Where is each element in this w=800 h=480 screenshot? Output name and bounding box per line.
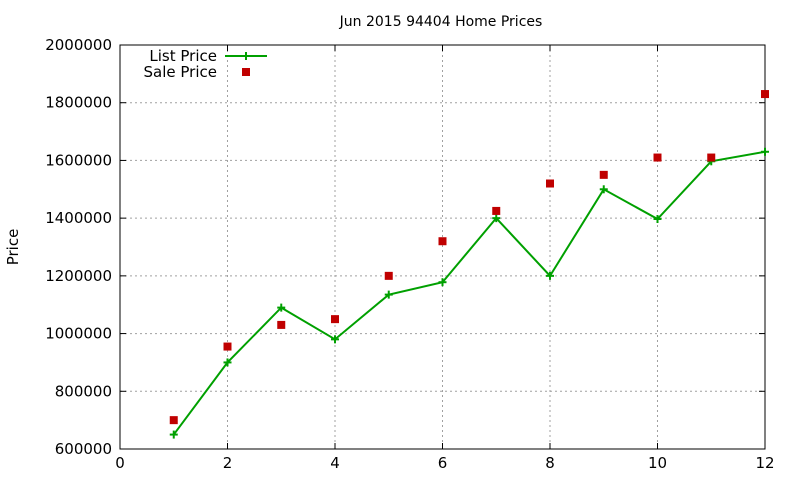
- y-tick-label: 1200000: [45, 267, 112, 285]
- sale-price-point: [761, 90, 769, 99]
- legend-marker-list-price: [242, 52, 250, 60]
- y-tick-label: 600000: [55, 440, 112, 458]
- legend-label-list-price: List Price: [149, 47, 217, 65]
- legend-label-sale-price: Sale Price: [144, 63, 217, 81]
- chart-title: Jun 2015 94404 Home Prices: [339, 14, 543, 30]
- list-price-point: [599, 185, 608, 194]
- y-tick-label: 1000000: [45, 325, 112, 343]
- list-price-point: [384, 290, 393, 299]
- y-axis-label: Price: [4, 229, 22, 266]
- list-price-point: [223, 358, 232, 367]
- y-tick-label: 1400000: [45, 209, 112, 227]
- list-price-line: [172, 150, 766, 436]
- x-tick-label: 0: [115, 454, 125, 472]
- y-tick-label: 1600000: [45, 151, 112, 169]
- y-tick-label: 800000: [55, 382, 112, 400]
- x-tick-label: 12: [755, 454, 774, 472]
- list-price-point: [277, 303, 286, 312]
- grid-layer: [120, 45, 765, 449]
- x-tick-label: 2: [223, 454, 233, 472]
- list-price-point: [169, 430, 178, 439]
- sale-price-point: [707, 153, 716, 162]
- x-tick-label: 10: [648, 454, 667, 472]
- sale-price-point: [599, 170, 608, 179]
- y-tick-label: 1800000: [45, 94, 112, 112]
- series-layer: [169, 90, 769, 439]
- legend-marker-sale-price: [242, 68, 250, 76]
- ticks-layer: 600000 800000 1000000 1200000 1400000 1600000…: [45, 36, 774, 472]
- sale-price-point: [384, 271, 393, 280]
- sale-price-point: [331, 315, 339, 324]
- plot-frame: [119, 44, 766, 450]
- sale-price-point: [223, 342, 232, 351]
- x-tick-label: 8: [545, 454, 555, 472]
- sale-price-point: [492, 206, 501, 215]
- list-price-point: [761, 147, 769, 156]
- sale-price-point: [438, 237, 447, 246]
- x-tick-label: 6: [438, 454, 448, 472]
- list-price-point: [438, 278, 447, 287]
- sale-price-point: [653, 153, 662, 162]
- list-price-point: [331, 335, 339, 344]
- list-price-point: [546, 271, 554, 280]
- sale-price-point: [169, 416, 178, 425]
- x-tick-label: 4: [330, 454, 340, 472]
- y-tick-label: 2000000: [45, 36, 112, 54]
- sale-price-point: [277, 320, 286, 329]
- sale-price-point: [546, 179, 554, 188]
- list-price-point: [653, 215, 662, 224]
- list-price-point: [492, 214, 501, 223]
